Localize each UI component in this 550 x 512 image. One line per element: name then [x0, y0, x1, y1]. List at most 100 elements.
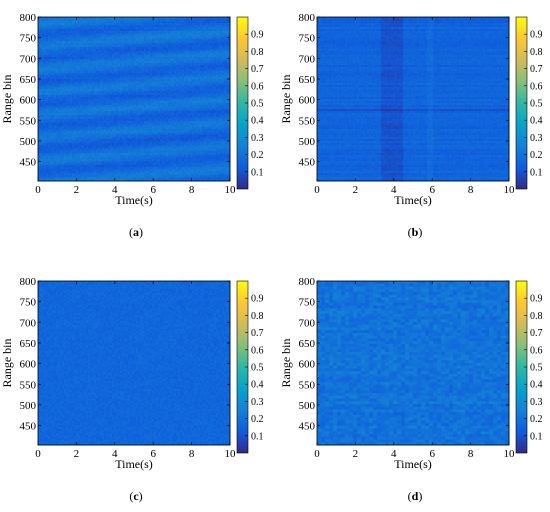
heatmap-cell [128, 27, 131, 30]
heatmap-cell [210, 33, 213, 36]
heatmap-cell [210, 79, 213, 82]
heatmap-cell [170, 33, 173, 36]
heatmap-cell [46, 35, 49, 38]
heatmap-cell [178, 61, 181, 64]
heatmap-cell [216, 71, 219, 74]
heatmap-cell [76, 47, 79, 50]
heatmap-cell [120, 21, 123, 24]
heatmap-cell [68, 57, 71, 60]
heatmap-cell [58, 65, 61, 68]
heatmap-cell [80, 25, 83, 28]
heatmap-cell [92, 59, 95, 62]
heatmap-cell [168, 45, 171, 48]
heatmap-cell [40, 71, 43, 74]
heatmap-cell [76, 51, 79, 54]
heatmap-cell [80, 77, 83, 80]
heatmap-cell [92, 61, 95, 64]
heatmap-cell [74, 19, 77, 22]
heatmap-cell [204, 71, 207, 74]
heatmap-cell [90, 35, 93, 38]
heatmap-cell [144, 25, 147, 28]
heatmap-cell [200, 65, 203, 68]
heatmap-cell [66, 53, 69, 56]
heatmap-cell [186, 31, 189, 34]
heatmap-cell [146, 21, 149, 24]
heatmap-cell [84, 47, 87, 50]
heatmap-cell [56, 73, 59, 76]
heatmap-cell [212, 43, 215, 46]
heatmap-cell [206, 35, 209, 38]
heatmap-cell [94, 47, 97, 50]
heatmap-cell [196, 71, 199, 74]
heatmap-cell [102, 57, 105, 60]
heatmap-cell [88, 81, 91, 84]
heatmap-cell [50, 21, 53, 24]
heatmap-cell [180, 45, 183, 48]
heatmap-cell [40, 53, 43, 56]
heatmap-cell [92, 21, 95, 24]
heatmap-cell [174, 67, 177, 70]
heatmap-cell [122, 67, 125, 70]
heatmap-cell [156, 77, 159, 80]
heatmap-cell [82, 69, 85, 72]
heatmap-cell [92, 35, 95, 38]
heatmap-cell [194, 71, 197, 74]
heatmap-cell [180, 77, 183, 80]
heatmap-cell [168, 23, 171, 26]
heatmap-cell [66, 19, 69, 22]
heatmap-cell [134, 77, 137, 80]
heatmap-cell [104, 23, 107, 26]
heatmap-cell [70, 31, 73, 34]
heatmap-cell [192, 57, 195, 60]
heatmap-cell [50, 49, 53, 52]
heatmap-cell [140, 37, 143, 40]
heatmap-cell [210, 71, 213, 74]
heatmap-cell [38, 29, 41, 32]
heatmap-cell [46, 47, 49, 50]
heatmap-cell [168, 65, 171, 68]
heatmap-cell [132, 59, 135, 62]
heatmap-cell [54, 53, 57, 56]
heatmap-cell [166, 33, 169, 36]
heatmap-cell [192, 69, 195, 72]
heatmap-cell [70, 49, 73, 52]
heatmap-cell [180, 61, 183, 64]
heatmap-cell [102, 31, 105, 34]
heatmap-cell [92, 19, 95, 22]
heatmap-cell [66, 75, 69, 78]
heatmap-cell [210, 65, 213, 68]
heatmap-cell [162, 67, 165, 70]
heatmap-cell [140, 69, 143, 72]
heatmap-cell [200, 75, 203, 78]
heatmap-cell [90, 71, 93, 74]
heatmap-cell [76, 71, 79, 74]
heatmap-cell [226, 37, 229, 40]
heatmap-cell [104, 35, 107, 38]
heatmap-cell [224, 59, 227, 62]
heatmap-cell [38, 37, 41, 40]
heatmap-cell [110, 49, 113, 52]
heatmap-cell [212, 73, 215, 76]
heatmap-cell [158, 79, 161, 82]
heatmap-cell [208, 53, 211, 56]
heatmap-cell [196, 67, 199, 70]
heatmap-cell [60, 29, 63, 32]
heatmap-cell [54, 43, 57, 46]
heatmap-cell [118, 39, 121, 42]
heatmap-cell [204, 63, 207, 66]
heatmap-cell [218, 69, 221, 72]
heatmap-cell [124, 37, 127, 40]
heatmap-cell [116, 77, 119, 80]
heatmap-cell [172, 33, 175, 36]
heatmap-cell [170, 25, 173, 28]
heatmap-cell [192, 37, 195, 40]
heatmap-cell [152, 21, 155, 24]
heatmap-cell [132, 33, 135, 36]
heatmap-cell [56, 27, 59, 30]
heatmap-cell [160, 65, 163, 68]
heatmap-cell [208, 19, 211, 22]
heatmap-cell [128, 47, 131, 50]
heatmap-cell [122, 61, 125, 64]
heatmap-cell [212, 71, 215, 74]
heatmap-cell [162, 71, 165, 74]
